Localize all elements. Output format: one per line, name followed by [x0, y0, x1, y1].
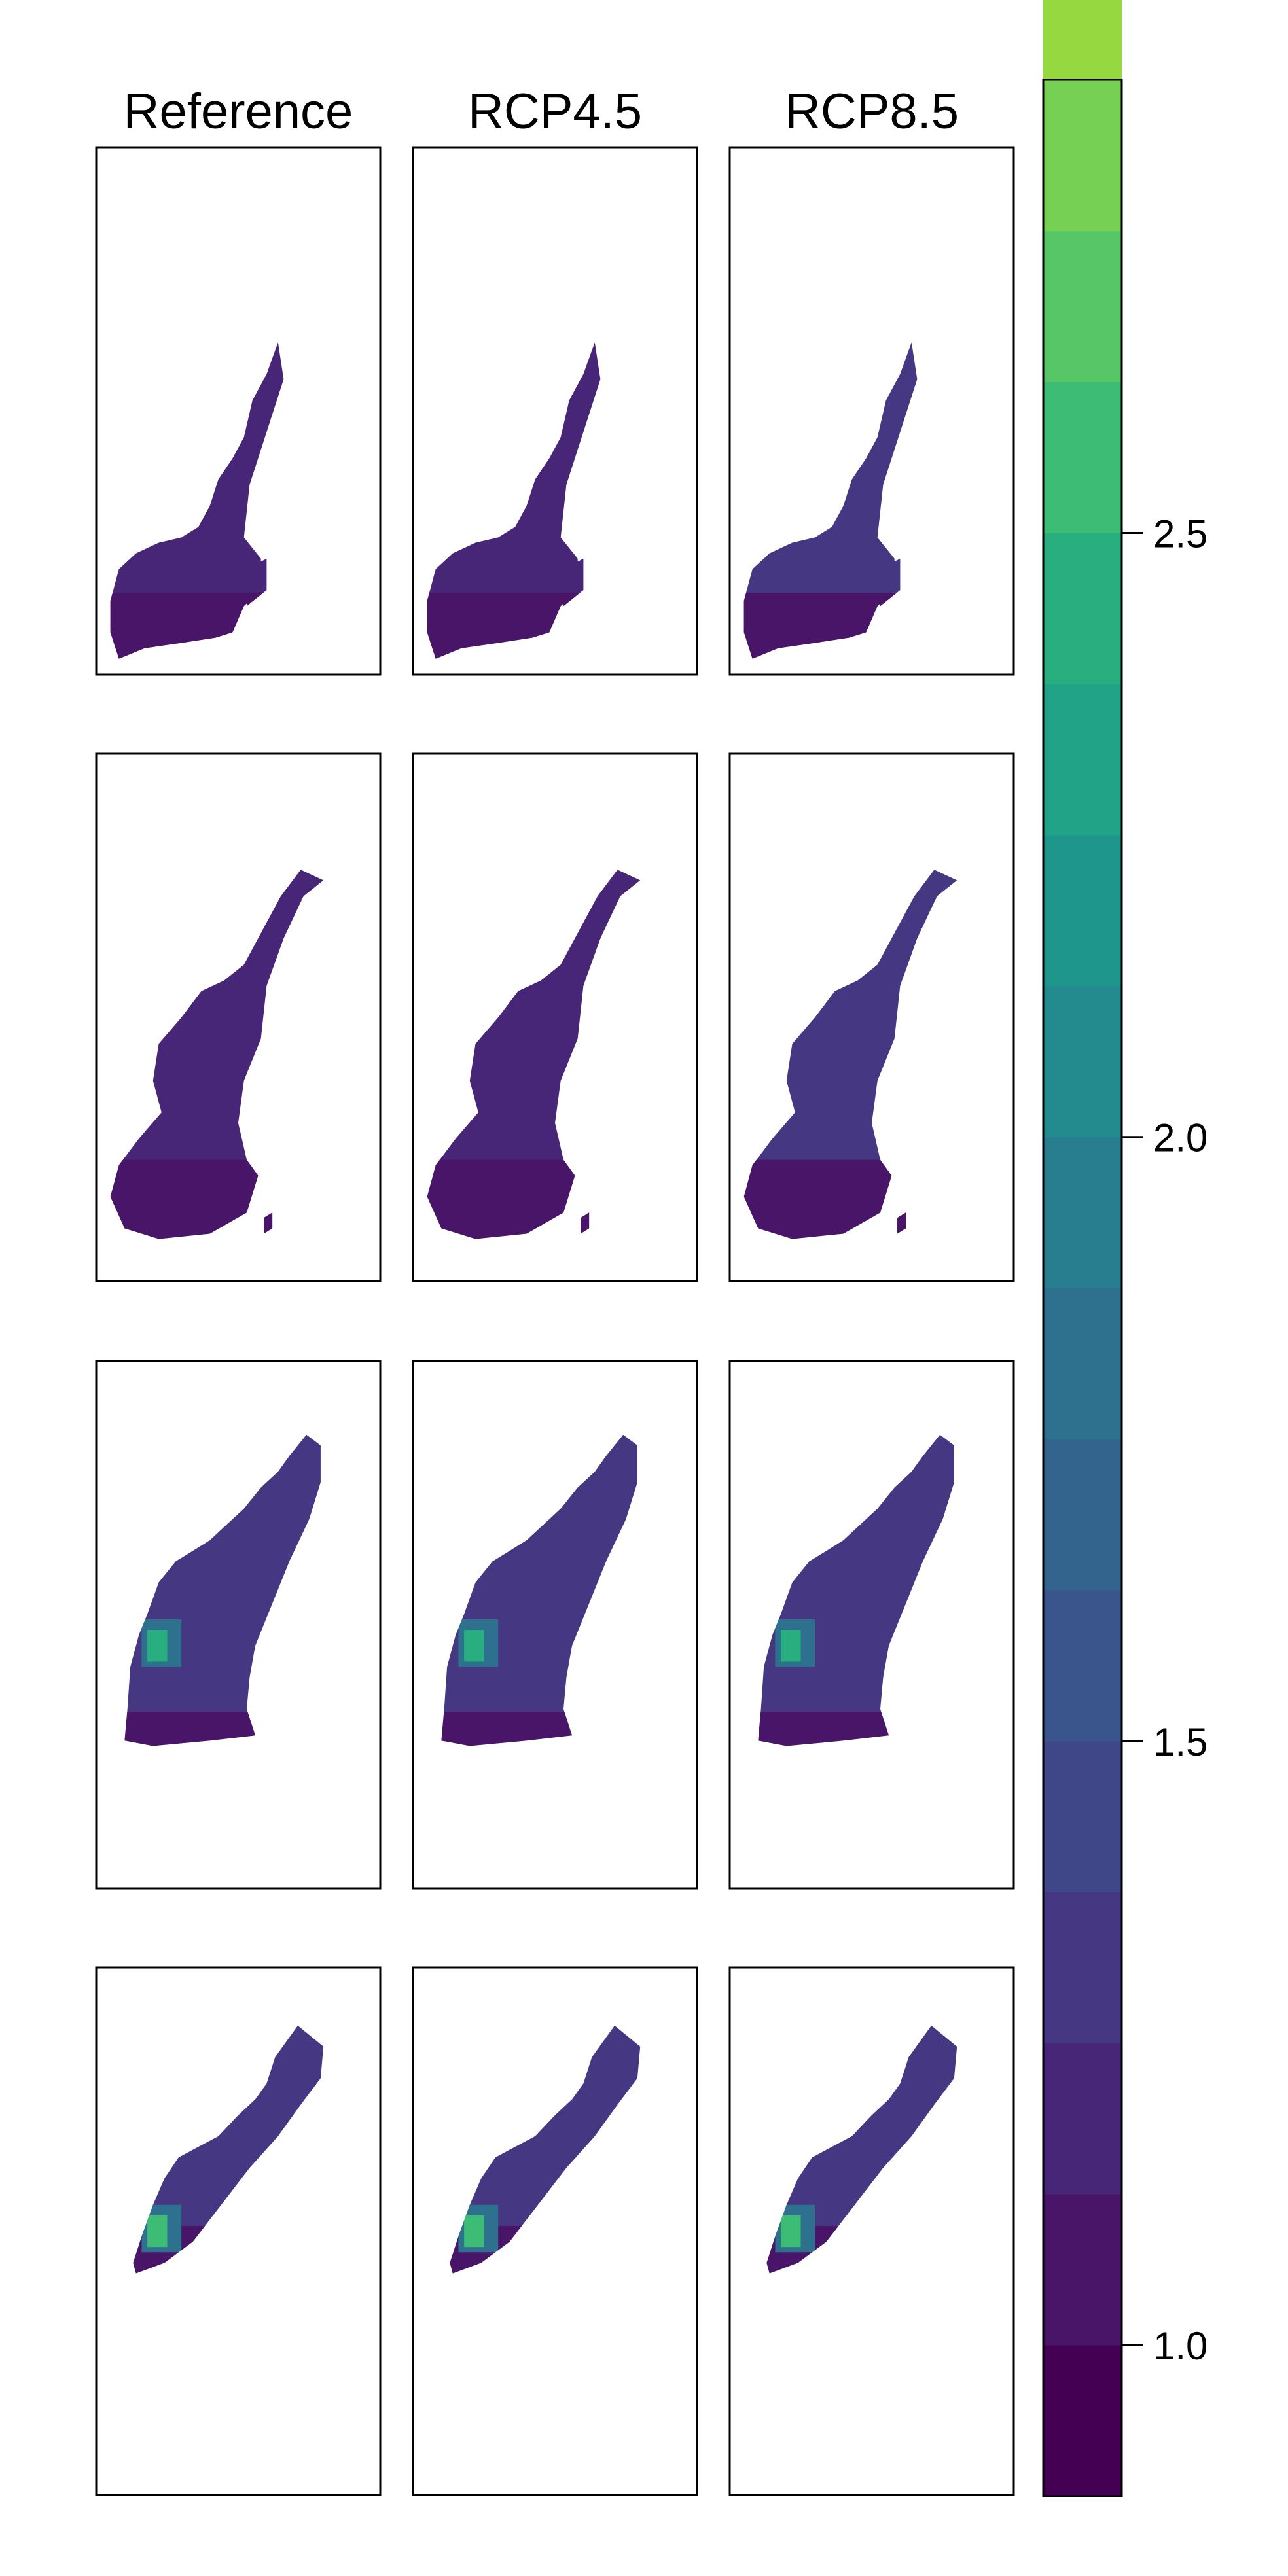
panel-frame: [412, 1360, 698, 1890]
colorbar-bin: [1043, 2194, 1122, 2346]
region-fill-north: [124, 1434, 321, 1746]
colorbar-bin: [1043, 1439, 1122, 1591]
map-panel: [412, 1360, 698, 1890]
map-panel: [412, 1966, 698, 2496]
colorbar-tick-label: 2.5: [1153, 512, 1208, 556]
map-panel: [728, 752, 1015, 1282]
region-fill-south: [743, 593, 918, 659]
map-panel: [95, 146, 382, 676]
colorbar-bin: [1043, 230, 1122, 383]
region-fill-south: [124, 1711, 321, 1746]
colorbar-bin: [1043, 0, 1122, 80]
region-fill-south: [133, 2225, 324, 2274]
colorbar-bin: [1043, 985, 1122, 1138]
panel-frame: [95, 1360, 382, 1890]
colorbar-tick-label: 1.0: [1153, 2324, 1208, 2368]
colorbar-bin: [1043, 80, 1122, 232]
panel-frame: [95, 1966, 382, 2496]
hotspot-peak: [147, 2215, 168, 2248]
region-fill-south: [450, 2225, 641, 2274]
colorbar-bin: [1043, 835, 1122, 987]
hotspot-peak: [781, 2215, 801, 2248]
map-panel: [95, 1360, 382, 1890]
region-fill-north: [441, 1434, 637, 1746]
column-title: RCP4.5: [468, 84, 642, 139]
map-panel: [728, 146, 1015, 676]
map-panel: [412, 752, 698, 1282]
region-fill-south: [110, 1159, 324, 1239]
region-fill-south: [743, 1159, 957, 1239]
column-title: Reference: [124, 84, 353, 139]
panel-frame: [728, 146, 1015, 676]
region-fill-south: [766, 2225, 957, 2274]
panel-frame: [412, 146, 698, 676]
region-fill-north: [758, 1434, 954, 1746]
map-panel: [95, 1966, 382, 2496]
column-title: RCP8.5: [785, 84, 959, 139]
colorbar-bin: [1043, 533, 1122, 684]
colorbar-bin: [1043, 381, 1122, 533]
colorbar-bin: [1043, 1590, 1122, 1742]
panel-frame: [728, 752, 1015, 1282]
region-fill-north: [450, 2025, 641, 2274]
panel-frame: [728, 1360, 1015, 1890]
region-fill-north: [766, 2025, 957, 2274]
region-fill-north: [133, 2025, 324, 2274]
map-panel: [728, 1966, 1015, 2496]
panel-frame: [728, 1966, 1015, 2496]
colorbar: 1.0 1.5 2.0 2.5: [1042, 0, 1208, 2497]
map-panel: [95, 752, 382, 1282]
colorbar-bin: [1043, 1288, 1122, 1439]
hotspot-peak: [147, 1630, 168, 1662]
region-fill-south: [441, 1711, 637, 1746]
colorbar-bin: [1043, 684, 1122, 836]
panel-frame: [95, 146, 382, 676]
panel-frame: [95, 752, 382, 1282]
panel-frame: [412, 752, 698, 1282]
colorbar-bin: [1043, 1740, 1122, 1893]
map-panel: [412, 146, 698, 676]
colorbar-tick-label: 2.0: [1153, 1116, 1208, 1160]
colorbar-bin: [1043, 2345, 1122, 2497]
colorbar-frame: [1042, 79, 1123, 2497]
column-titles: Reference RCP4.5 RCP8.5: [124, 84, 959, 139]
colorbar-bin: [1043, 1892, 1122, 2044]
region-fill-south: [427, 593, 601, 659]
colorbar-tick-label: 1.5: [1153, 1720, 1208, 1764]
hotspot-peak: [781, 1630, 801, 1662]
hotspot-peak: [464, 2215, 484, 2248]
map-panels: [95, 146, 1015, 2496]
panel-frame: [412, 1966, 698, 2496]
hotspot-peak: [464, 1630, 484, 1662]
colorbar-bin: [1043, 1137, 1122, 1288]
region-fill-south: [427, 1159, 641, 1239]
region-fill-south: [110, 593, 284, 659]
map-panel: [728, 1360, 1015, 1890]
colorbar-bin: [1043, 2043, 1122, 2195]
region-fill-south: [758, 1711, 954, 1746]
